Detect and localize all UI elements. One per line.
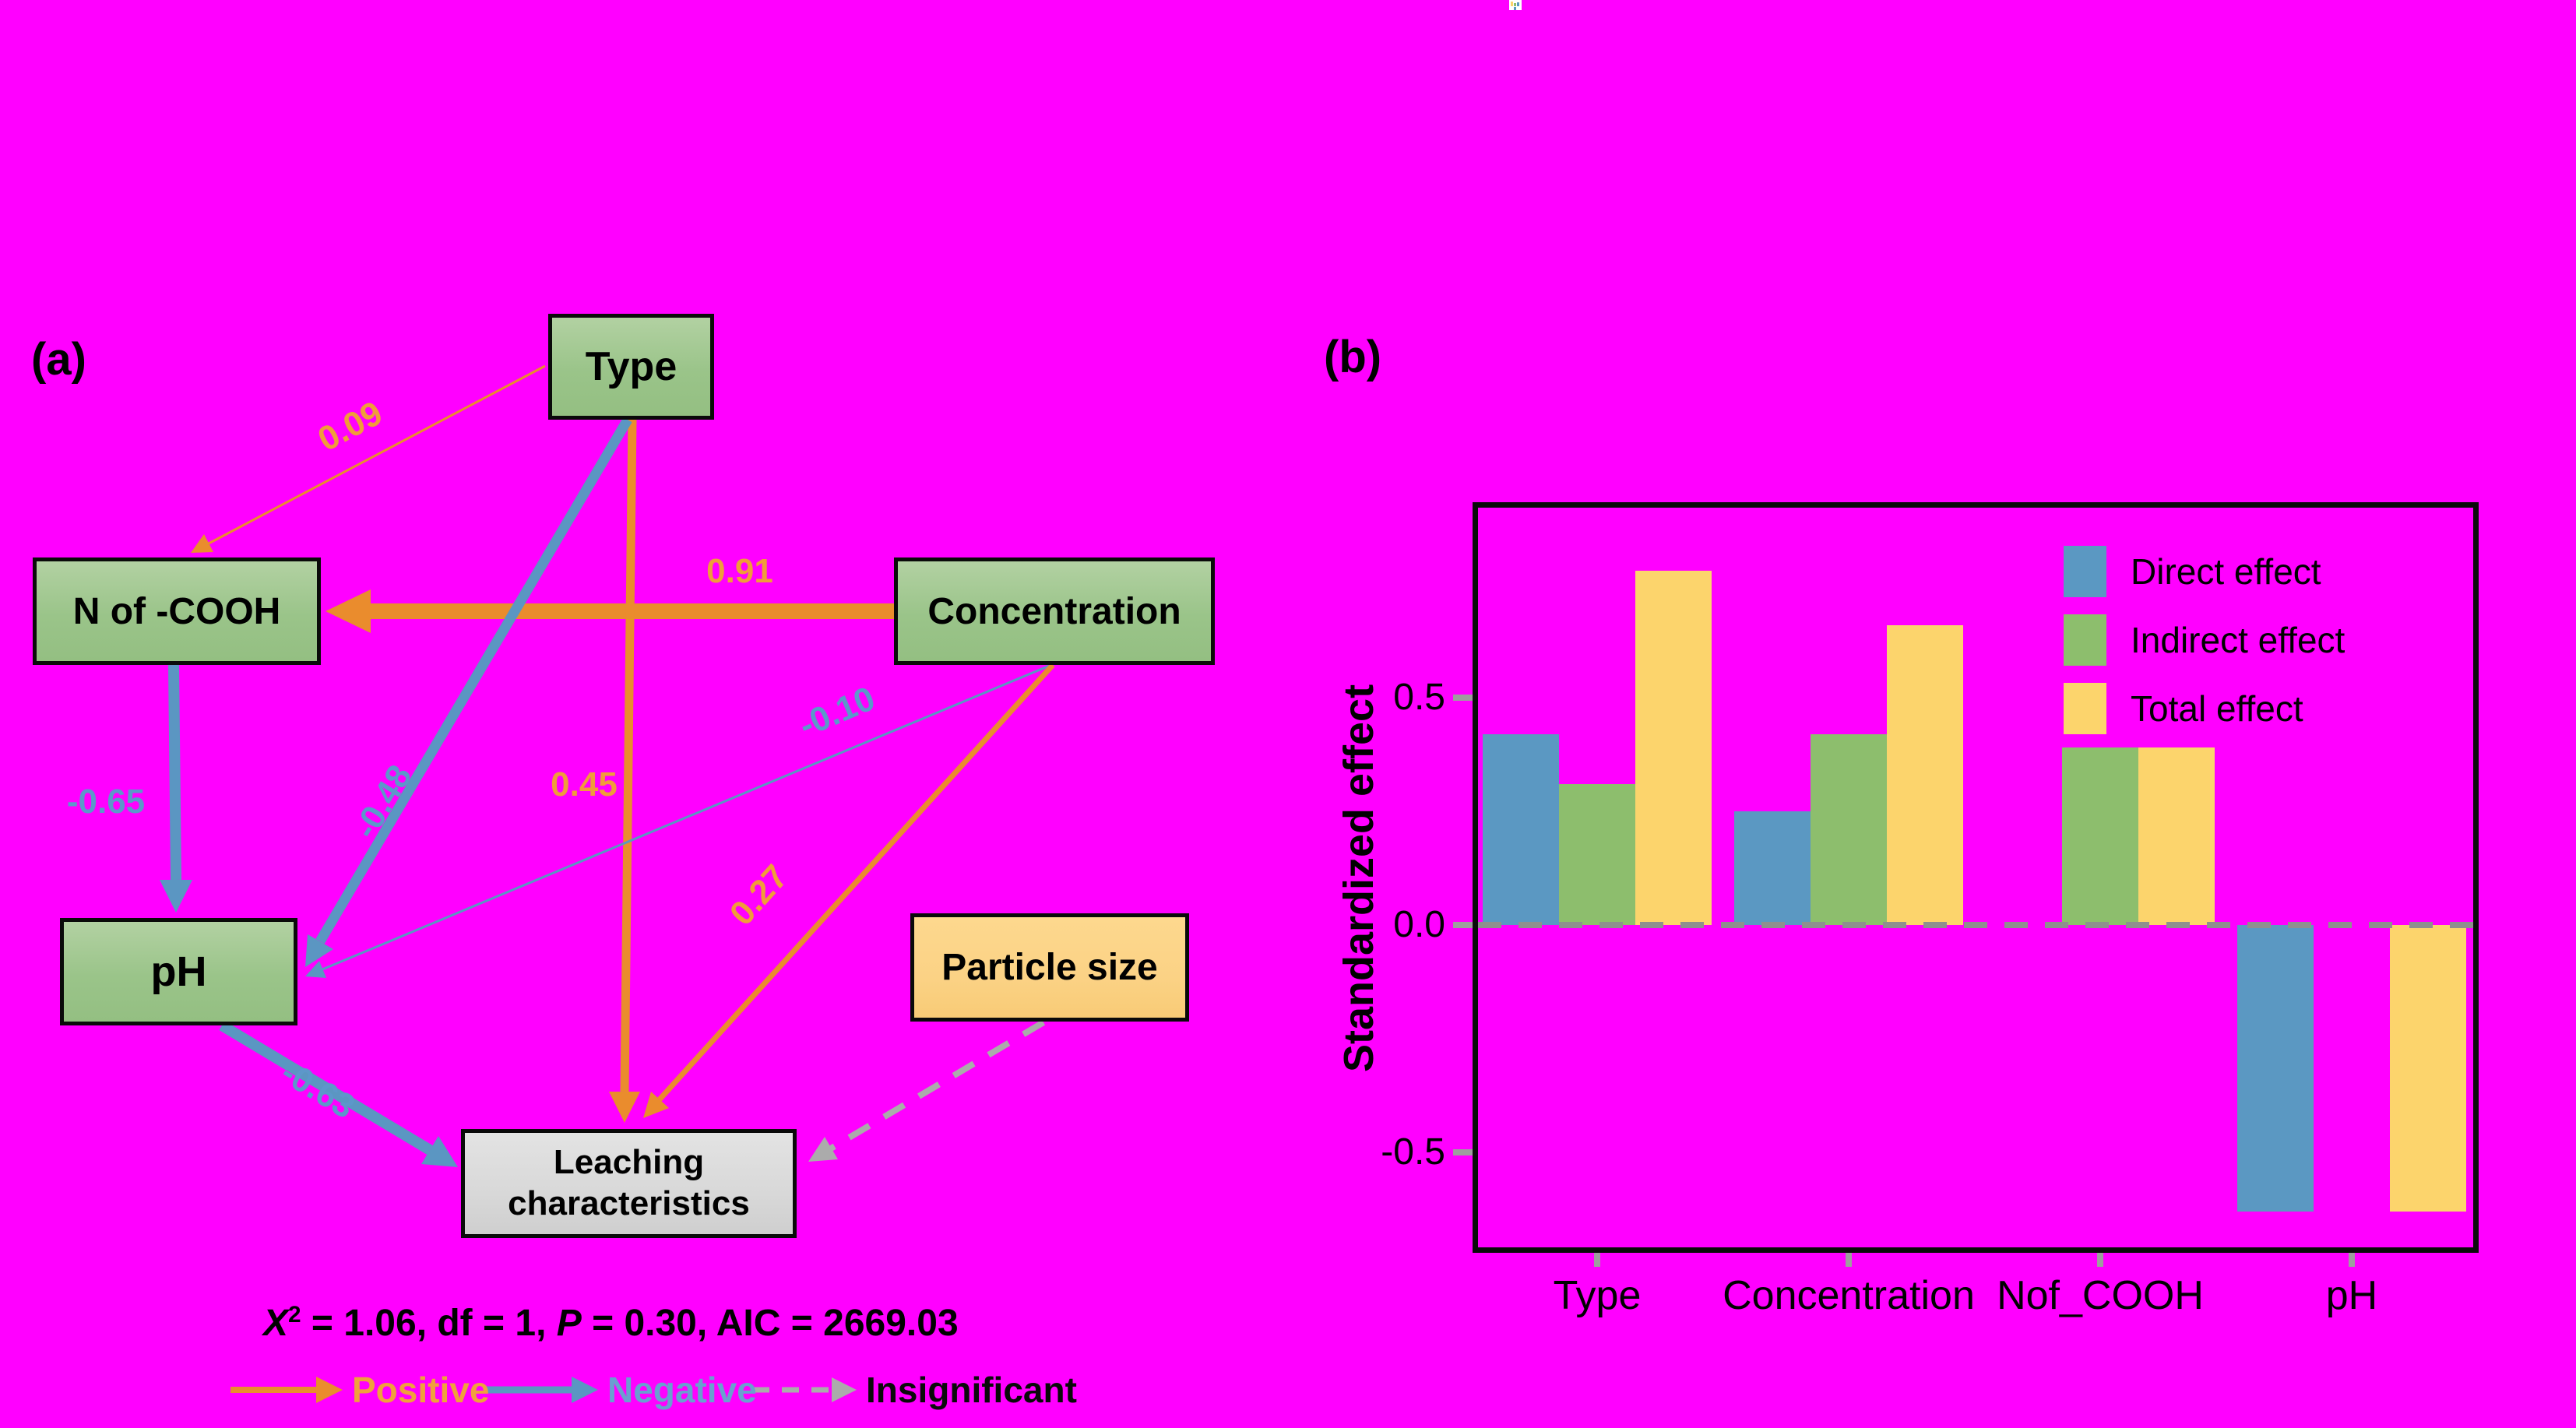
x-tick-mark — [2349, 1253, 2355, 1267]
arrow-type-to-ph — [315, 417, 632, 944]
bar-pH-total-effect — [2390, 925, 2466, 1212]
x-category-label-Concentration: Concentration — [1723, 1273, 1975, 1318]
stat-chi-symbol: X — [263, 1303, 289, 1344]
arrowhead-conc-to-ncooh — [326, 589, 371, 633]
stat-segment-2: = 0.30, AIC = 2669.03 — [581, 1303, 959, 1344]
arrow-type-to-leaching — [620, 419, 637, 1092]
legend-label-direct-effect: Direct effect — [2131, 551, 2321, 592]
y-axis-title: Standardized effect — [1336, 684, 1382, 1073]
arrow-ncooh-to-ph — [168, 664, 181, 881]
zero-reference-line — [1478, 922, 2473, 929]
arrowhead-conc-to-leaching — [643, 1092, 669, 1118]
sem-box-concentration-label: Concentration — [927, 590, 1181, 632]
bar-Type-indirect-effect — [1559, 784, 1635, 926]
x-category-label-Nof_COOH: Nof_COOH — [1997, 1273, 2204, 1318]
arrow-type-to-ncooh — [208, 364, 546, 545]
legend-positive-arrowhead — [316, 1377, 343, 1403]
arrow-conc-to-leaching — [657, 663, 1055, 1102]
legend-negative-label: Negative — [607, 1370, 757, 1410]
sem-box-ph: pH — [60, 918, 297, 1025]
leaching-line2: characteristics — [508, 1184, 750, 1222]
sem-diagram-arrows — [160, 364, 1055, 1403]
mini-bar-yellow — [1511, 2, 1513, 6]
model-fit-statistics: X2 = 1.06, df = 1, P = 0.30, AIC = 2669.… — [263, 1302, 959, 1345]
coef-ncooh-ph: -0.65 — [66, 783, 146, 821]
legend-swatch-indirect-effect — [2064, 614, 2106, 666]
bar-Type-direct-effect — [1483, 733, 1559, 926]
arrowhead-ph-to-leaching — [421, 1136, 458, 1167]
bar-Type-total-effect — [1635, 570, 1712, 926]
legend-negative-arrowhead — [572, 1377, 598, 1403]
arrowhead-particlesize-to-leaching — [808, 1137, 838, 1162]
bar-pH-direct-effect — [2237, 925, 2314, 1212]
x-category-label-pH: pH — [2325, 1273, 2378, 1318]
arrow-conc-to-ph — [322, 663, 1052, 971]
bar-Nof_COOH-indirect-effect — [2062, 747, 2138, 926]
bar-Concentration-total-effect — [1887, 624, 1963, 926]
arrowhead-conc-to-ph — [305, 961, 326, 978]
x-tick-mark — [1594, 1253, 1600, 1267]
mini-bar-blue-negative — [1514, 7, 1516, 10]
arrowhead-type-to-ph — [305, 934, 333, 967]
x-tick-mark — [2097, 1253, 2103, 1267]
sem-box-n-of-cooh: N of -COOH — [33, 557, 321, 665]
panel-a-letter: (a) — [31, 334, 86, 385]
bar-chart-plot-frame — [1473, 502, 2479, 1253]
legend-swatch-total-effect — [2064, 683, 2106, 734]
bar-Nof_COOH-total-effect — [2138, 747, 2215, 926]
x-tick-mark — [1846, 1253, 1852, 1267]
sem-box-n-of-cooh-label: N of -COOH — [72, 590, 281, 632]
mini-bar-green — [1514, 3, 1516, 6]
legend-positive-label: Positive — [352, 1370, 490, 1410]
sem-box-type: Type — [548, 314, 714, 420]
stat-p-symbol: P — [556, 1303, 582, 1344]
bar-Concentration-direct-effect — [1734, 811, 1811, 926]
coef-conc-ncooh: 0.91 — [706, 552, 773, 590]
arrow-ph-to-leaching — [219, 1020, 433, 1155]
legend-label-total-effect: Total effect — [2131, 688, 2303, 729]
panel-b-letter: (b) — [1324, 332, 1382, 382]
y-tick-mark — [1453, 922, 1473, 929]
arrowhead-ncooh-to-ph — [160, 880, 192, 913]
y-tick-label: -0.5 — [1381, 1131, 1445, 1173]
sem-box-particle-size: Particle size — [910, 913, 1189, 1022]
y-tick-mark — [1453, 695, 1473, 702]
coef-type-leaching: 0.45 — [551, 765, 618, 804]
bar-Concentration-indirect-effect — [1811, 733, 1887, 926]
legend-insignificant-label: Insignificant — [866, 1370, 1077, 1410]
legend-insignificant-arrowhead — [832, 1377, 857, 1402]
sem-box-ph-label: pH — [150, 948, 207, 995]
sem-box-particle-size-label: Particle size — [941, 947, 1158, 988]
sem-box-type-label: Type — [585, 344, 677, 389]
stat-segment-1: = 1.06, df = 1, — [301, 1303, 557, 1344]
y-tick-label: 0.0 — [1393, 904, 1445, 946]
legend-swatch-direct-effect — [2064, 546, 2106, 597]
sem-box-leaching-characteristics: Leaching characteristics — [461, 1129, 797, 1238]
sem-box-leaching-label: Leaching characteristics — [508, 1142, 750, 1225]
y-tick-mark — [1453, 1149, 1473, 1156]
sem-box-concentration: Concentration — [894, 557, 1215, 665]
arrowhead-type-to-ncooh — [191, 534, 213, 553]
mini-bar-blue — [1517, 2, 1519, 6]
arrow-particlesize-to-leaching — [829, 1019, 1046, 1152]
legend-label-indirect-effect: Indirect effect — [2131, 620, 2345, 660]
leaching-line1: Leaching — [553, 1143, 705, 1182]
arrowhead-type-to-leaching — [609, 1092, 640, 1123]
y-tick-label: 0.5 — [1393, 677, 1445, 719]
stat-chi-exponent: 2 — [288, 1302, 301, 1328]
x-category-label-Type: Type — [1553, 1273, 1642, 1318]
page-thumbnail-icon — [1509, 0, 1522, 10]
